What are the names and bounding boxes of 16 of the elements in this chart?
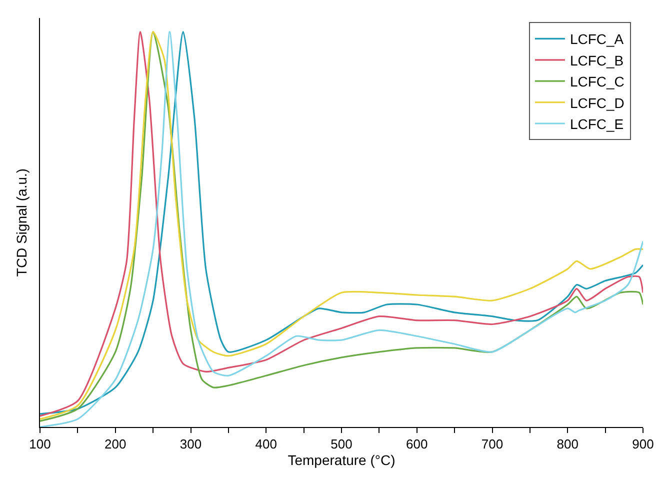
- x-tick-label: 200: [104, 436, 126, 452]
- y-axis-title: TCD Signal (a.u.): [14, 168, 30, 277]
- legend-label: LCFC_A: [570, 31, 624, 48]
- legend-label: LCFC_B: [570, 52, 624, 68]
- legend-label: LCFC_C: [570, 74, 624, 90]
- x-axis-title: Temperature (°C): [288, 452, 396, 468]
- legend-label: LCFC_D: [570, 94, 624, 111]
- legend-label: LCFC_E: [570, 116, 624, 132]
- x-tick-label: 800: [556, 436, 578, 452]
- x-tick-label: 100: [29, 436, 51, 452]
- x-tick-label: 600: [406, 436, 428, 452]
- x-tick-label: 400: [255, 436, 277, 452]
- x-tick-label: 700: [481, 436, 504, 452]
- x-tick-label: 300: [180, 436, 202, 452]
- x-tick-label: 500: [330, 436, 352, 452]
- x-tick-label: 900: [632, 436, 654, 452]
